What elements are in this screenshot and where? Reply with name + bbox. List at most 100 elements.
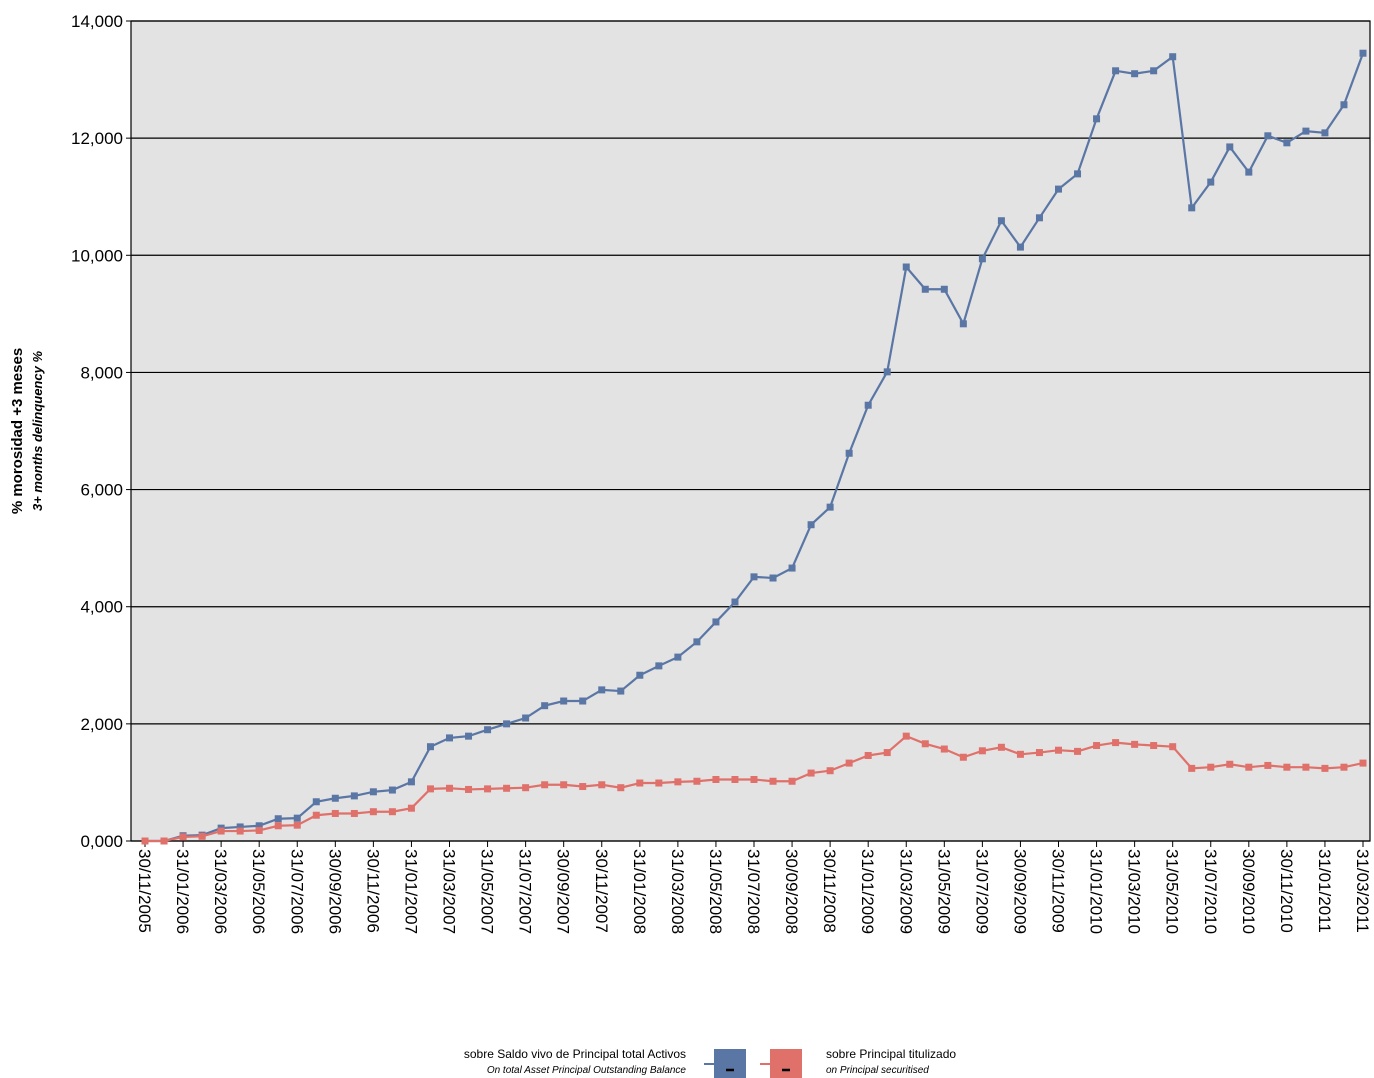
point — [1074, 170, 1082, 178]
point — [1264, 761, 1272, 769]
plot-border — [130, 20, 1371, 842]
legend-swatch — [714, 1049, 746, 1078]
x-tick-label: 31/03/2006 — [211, 849, 230, 934]
point — [1016, 243, 1024, 251]
point — [1207, 763, 1215, 771]
point — [864, 401, 872, 409]
legend-label: sobre Saldo vivo de Principal total Acti… — [464, 1047, 686, 1061]
point — [1245, 763, 1253, 771]
x-tick-label: 30/11/2006 — [363, 849, 382, 933]
point — [179, 833, 187, 841]
x-tick-label: 31/05/2010 — [1163, 849, 1182, 934]
x-tick-label: 31/05/2009 — [934, 849, 953, 934]
point — [1035, 214, 1043, 222]
point — [1112, 67, 1120, 75]
point — [1093, 115, 1101, 123]
point — [731, 598, 739, 606]
x-tick-label: 31/03/2007 — [440, 849, 459, 934]
point — [407, 804, 415, 812]
x-tick-label: 30/11/2008 — [820, 849, 839, 933]
y-tick-label: 2,000 — [80, 715, 123, 734]
point — [1131, 740, 1139, 748]
point — [274, 822, 282, 830]
legend-label: sobre Principal titulizado — [826, 1047, 956, 1061]
y-tick-label: 10,000 — [71, 246, 123, 265]
x-tick-label: 31/03/2011 — [1353, 849, 1372, 933]
point — [997, 217, 1005, 225]
plot-area — [131, 21, 1370, 841]
point — [921, 740, 929, 748]
point — [959, 320, 967, 328]
point — [826, 767, 834, 775]
point — [655, 662, 663, 670]
point — [598, 686, 606, 694]
point — [484, 726, 492, 734]
point — [369, 788, 377, 796]
legend-label-en: on Principal securitised — [826, 1065, 929, 1076]
point — [1150, 67, 1158, 75]
x-tick-label: 30/11/2005 — [135, 849, 154, 933]
point — [978, 255, 986, 263]
point — [674, 653, 682, 661]
point — [1188, 764, 1196, 772]
point — [293, 814, 301, 822]
point — [541, 781, 549, 789]
y-axis-label: % morosidad +3 meses — [9, 348, 26, 514]
y-tick-label: 8,000 — [80, 363, 123, 382]
point — [312, 811, 320, 819]
point — [750, 776, 758, 783]
point — [617, 784, 625, 792]
x-tick-label: 31/01/2011 — [1315, 849, 1334, 933]
x-tick-label: 31/01/2008 — [630, 849, 649, 934]
x-tick-label: 30/09/2010 — [1239, 849, 1258, 934]
x-tick-label: 31/07/2006 — [287, 849, 306, 934]
point — [1321, 129, 1329, 137]
point — [312, 798, 320, 806]
point — [788, 777, 796, 785]
x-tick-label: 31/03/2008 — [668, 849, 687, 934]
point — [274, 815, 282, 823]
point — [1016, 750, 1024, 758]
point — [902, 732, 910, 740]
point — [446, 734, 453, 742]
y-tick-label: 6,000 — [80, 481, 123, 500]
x-tick-label: 31/01/2010 — [1087, 849, 1106, 934]
point — [293, 821, 301, 829]
legend-swatch — [770, 1049, 802, 1078]
point — [426, 785, 434, 793]
point — [712, 618, 720, 626]
x-tick-label: 31/01/2007 — [401, 849, 420, 934]
point — [959, 753, 967, 761]
point — [503, 720, 511, 728]
point — [407, 778, 415, 786]
x-tick-label: 31/03/2010 — [1125, 849, 1144, 934]
point — [1112, 739, 1120, 747]
y-tick-label: 14,000 — [71, 12, 123, 31]
point — [769, 574, 777, 582]
y-tick-label: 0,000 — [80, 832, 123, 851]
point — [465, 732, 473, 740]
point — [1035, 749, 1043, 757]
point — [845, 449, 853, 457]
point — [883, 368, 891, 376]
x-tick-label: 31/01/2006 — [173, 849, 192, 934]
x-tick-label: 30/09/2008 — [782, 849, 801, 934]
x-tick-label: 31/05/2006 — [249, 849, 268, 934]
point — [388, 786, 396, 794]
point — [1093, 742, 1101, 750]
point — [1245, 168, 1253, 176]
point — [484, 785, 492, 793]
x-tick-label: 31/07/2007 — [516, 849, 535, 934]
point — [1188, 204, 1196, 212]
point — [255, 822, 263, 830]
point — [921, 285, 929, 293]
y-tick-label: 4,000 — [80, 598, 123, 617]
point — [141, 837, 149, 845]
point — [788, 564, 796, 572]
point — [1321, 764, 1329, 772]
point — [1226, 143, 1234, 151]
y-axis-label-en: 3+ months delinquency % — [30, 351, 45, 511]
point — [1340, 763, 1348, 771]
point — [465, 785, 473, 793]
